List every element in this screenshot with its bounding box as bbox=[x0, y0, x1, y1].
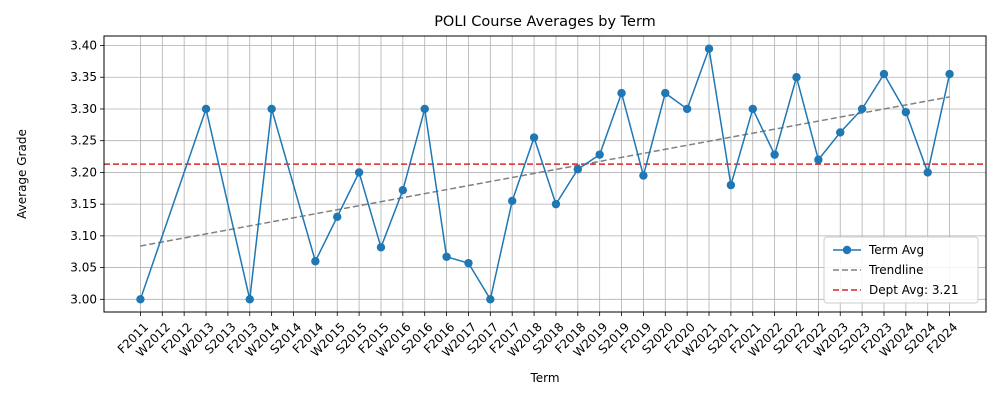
data-point bbox=[661, 88, 670, 98]
data-point bbox=[201, 104, 211, 114]
plot-area-frame bbox=[103, 35, 987, 313]
legend-term-avg-marker bbox=[842, 245, 852, 255]
y-tick-label: 3.20 bbox=[70, 165, 97, 179]
legend-box bbox=[823, 236, 979, 304]
y-tick-label: 3.05 bbox=[70, 261, 97, 275]
data-point bbox=[442, 252, 451, 261]
data-point bbox=[398, 185, 408, 195]
y-tick-label: 3.35 bbox=[70, 70, 97, 84]
data-point bbox=[901, 107, 911, 117]
data-point bbox=[507, 196, 517, 206]
x-axis-label: Term bbox=[529, 371, 559, 385]
trendline bbox=[140, 96, 950, 247]
series-line bbox=[139, 45, 951, 302]
y-axis-label: Average Grade bbox=[15, 129, 29, 219]
y-tick-label: 3.10 bbox=[70, 229, 97, 243]
data-point bbox=[245, 295, 254, 304]
trendline-layer bbox=[140, 96, 950, 247]
y-axis-ticks: 3.00 3.05 3.10 3.15 3.20 3.25 3.30 3.35 3.40 bbox=[70, 39, 104, 306]
data-point bbox=[682, 104, 692, 114]
data-point bbox=[311, 257, 320, 266]
data-point bbox=[836, 128, 845, 137]
chart-title: POLI Course Averages by Term bbox=[434, 14, 656, 30]
data-point bbox=[573, 165, 583, 174]
data-point bbox=[529, 133, 539, 142]
data-point bbox=[770, 150, 779, 159]
data-point bbox=[617, 88, 626, 98]
data-point bbox=[639, 171, 648, 180]
y-tick-label: 3.25 bbox=[70, 134, 97, 148]
data-point bbox=[267, 104, 276, 114]
y-tick-label: 3.00 bbox=[70, 292, 97, 306]
data-point bbox=[792, 73, 801, 82]
y-tick-label: 3.15 bbox=[70, 197, 97, 211]
data-point bbox=[704, 44, 714, 53]
data-point bbox=[136, 295, 145, 304]
legend: Term Avg Trendline Dept Avg: 3.21 bbox=[823, 236, 979, 304]
data-point bbox=[945, 69, 954, 79]
data-point bbox=[879, 69, 889, 79]
data-point bbox=[923, 168, 932, 177]
data-point bbox=[814, 155, 823, 164]
x-axis-ticks: F2011W2012F2012W2013S2013F2013W2014S2014… bbox=[115, 312, 960, 360]
legend-term-avg-label: Term Avg bbox=[868, 243, 924, 257]
data-point bbox=[333, 212, 342, 222]
data-point bbox=[376, 243, 386, 252]
data-point bbox=[486, 295, 495, 304]
data-point bbox=[595, 150, 604, 159]
data-point bbox=[726, 180, 736, 190]
y-tick-label: 3.40 bbox=[70, 39, 97, 53]
series-layer bbox=[136, 44, 954, 304]
data-point bbox=[551, 199, 561, 209]
data-point bbox=[420, 104, 429, 114]
data-point bbox=[354, 168, 364, 177]
data-point bbox=[464, 258, 473, 268]
data-point bbox=[748, 104, 757, 114]
legend-dept-avg-label: Dept Avg: 3.21 bbox=[869, 283, 959, 297]
y-tick-label: 3.30 bbox=[70, 102, 97, 116]
legend-trendline-label: Trendline bbox=[868, 263, 924, 277]
data-point bbox=[857, 104, 867, 114]
